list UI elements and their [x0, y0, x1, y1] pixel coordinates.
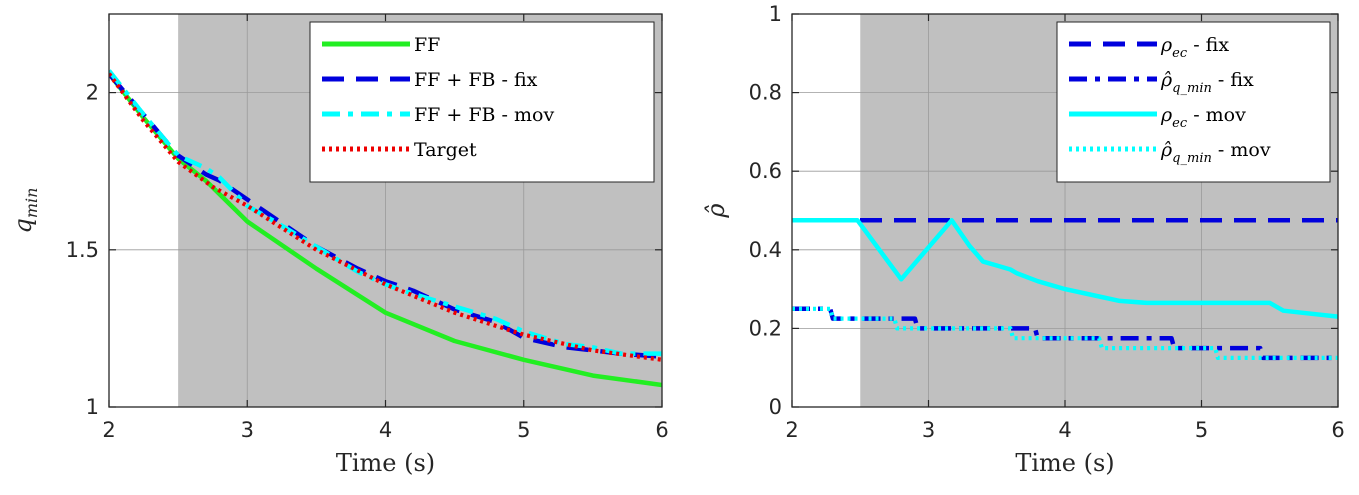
legend-label-3: ρ̂q_min - mov — [1160, 139, 1271, 166]
y-tick-label: 2 — [86, 81, 99, 105]
y-axis-label: ρ̂ — [702, 203, 730, 218]
y-tick-label: 0.8 — [749, 81, 782, 105]
legend-label-0: FF — [414, 34, 440, 56]
legend-label-1: ρ̂q_min - fix — [1160, 69, 1254, 96]
legend-label-0: ρec - fix — [1160, 34, 1229, 61]
legend-label-1: FF + FB - fix — [414, 69, 538, 91]
x-tick-label: 6 — [1331, 418, 1344, 442]
legend-label-2: ρec - mov — [1160, 104, 1246, 131]
y-tick-label: 0.2 — [749, 316, 782, 340]
legend: FF FF + FB - fix FF + FB - mov Target — [309, 21, 655, 183]
x-axis-label: Time (s) — [1015, 449, 1114, 477]
x-tick-label: 2 — [785, 418, 798, 442]
x-tick-label: 3 — [922, 418, 935, 442]
y-tick-label: 0 — [769, 395, 782, 419]
series-group — [792, 218, 1338, 361]
x-axis-label: Time (s) — [336, 449, 435, 477]
y-axis-label: qmin — [9, 188, 41, 234]
x-tick-label: 2 — [102, 418, 115, 442]
y-tick-label: 1 — [769, 2, 782, 26]
y-tick-label: 1 — [86, 395, 99, 419]
legend-box — [309, 21, 655, 183]
series-line-2 — [792, 218, 1338, 319]
rho-chart: 2 3 4 5 6 0 0.2 0.4 0.6 0.8 1 Time (s) ρ̂ ρec - fix ρ̂… — [702, 2, 1345, 477]
series-group — [109, 69, 662, 388]
series-line-3 — [792, 306, 1338, 360]
x-tick-label: 4 — [1058, 418, 1071, 442]
x-tick-label: 5 — [1195, 418, 1208, 442]
x-tick-label: 5 — [517, 418, 530, 442]
legend-label-3: Target — [414, 139, 477, 161]
y-tick-label: 1.5 — [66, 238, 99, 262]
qmin-chart: 2 3 4 5 6 1 1.5 2 Time (s) qmin FF FF + FB - fix FF … — [9, 13, 669, 477]
legend-label-2: FF + FB - mov — [414, 104, 554, 126]
series-line-1 — [792, 306, 1338, 361]
series-line-1 — [109, 72, 662, 359]
legend-box — [1056, 21, 1331, 183]
x-tick-label: 4 — [379, 418, 392, 442]
y-tick-label: 0.4 — [749, 238, 782, 262]
y-tick-label: 0.6 — [749, 159, 782, 183]
legend: ρec - fix ρ̂q_min - fix ρec - mov ρ̂q_min -… — [1056, 21, 1331, 183]
x-tick-label: 3 — [241, 418, 254, 442]
x-tick-label: 6 — [655, 418, 668, 442]
